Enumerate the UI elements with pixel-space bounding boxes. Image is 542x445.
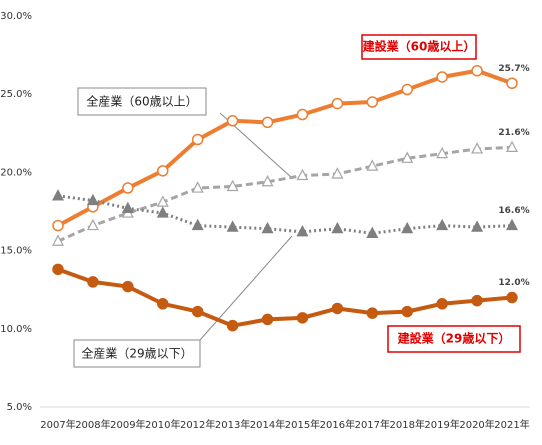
y-tick-label: 10.0% (0, 324, 32, 335)
data-point (296, 168, 309, 181)
data-label: 21.6% (498, 128, 529, 138)
data-point (226, 319, 239, 332)
data-point (121, 201, 134, 213)
data-point (122, 280, 134, 293)
data-point (86, 193, 99, 206)
data-point (436, 71, 448, 83)
data-point (331, 97, 344, 110)
data-point (226, 179, 239, 192)
data-point (52, 189, 64, 201)
data-point (471, 294, 483, 307)
series-line (57, 194, 513, 235)
data-point (52, 219, 64, 232)
data-point (401, 83, 413, 96)
y-tick-label: 20.0% (0, 167, 32, 178)
x-tick-label: 2008年 (75, 418, 110, 431)
data-point (156, 195, 169, 207)
data-point (436, 218, 449, 231)
data-point (506, 77, 518, 90)
data-point (261, 174, 274, 187)
data-point (191, 218, 204, 231)
data-point (436, 298, 448, 310)
data-point (366, 226, 379, 238)
data-point (471, 64, 483, 77)
x-tick-label: 2014年 (250, 418, 285, 431)
data-point (122, 182, 134, 194)
x-tick-label: 2021年 (494, 418, 529, 431)
annotation: 全産業（60歳以上） (86, 94, 197, 109)
data-point (401, 151, 414, 163)
x-tick-label: 2007年 (40, 418, 75, 431)
data-point (506, 218, 518, 231)
data-point (436, 146, 449, 159)
annotation: 建設業（29歳以下） (397, 331, 511, 346)
x-tick-label: 2013年 (215, 418, 250, 431)
x-tick-label: 2015年 (285, 418, 320, 431)
data-point (226, 220, 239, 232)
data-point (331, 221, 344, 234)
data-point (156, 206, 169, 218)
data-point (296, 225, 309, 237)
data-point (471, 142, 484, 154)
data-point (401, 305, 413, 318)
data-label: 12.0% (498, 278, 529, 288)
data-label: 25.7% (498, 64, 529, 74)
data-point (401, 221, 414, 234)
series-line (57, 145, 513, 243)
series-line (57, 68, 513, 228)
series-line (57, 267, 513, 328)
data-point (191, 305, 204, 318)
data-point (86, 218, 99, 231)
x-tick-label: 2010年 (145, 418, 180, 431)
data-point (261, 313, 274, 326)
y-tick-label: 30.0% (0, 11, 32, 22)
data-point (296, 312, 309, 324)
x-tick-label: 2016年 (320, 418, 355, 431)
x-tick-label: 2018年 (390, 418, 425, 431)
data-point (52, 234, 64, 246)
y-tick-label: 25.0% (0, 89, 32, 100)
x-tick-label: 2009年 (110, 418, 145, 431)
x-tick-label: 2020年 (459, 418, 494, 431)
data-point (261, 116, 274, 129)
data-point (366, 96, 379, 108)
data-point (471, 220, 484, 232)
annotation-box (387, 325, 521, 353)
data-point (191, 133, 204, 146)
annotation-box (361, 34, 477, 60)
data-point (261, 221, 274, 234)
annotation: 建設業（60歳以上） (362, 39, 476, 54)
data-point (157, 165, 169, 177)
data-point (506, 140, 518, 152)
data-point (52, 263, 64, 276)
data-point (331, 302, 344, 315)
data-point (296, 108, 309, 121)
annotation-box (73, 339, 201, 368)
x-tick-label: 2019年 (424, 418, 459, 431)
data-point (366, 307, 379, 319)
data-point (366, 159, 379, 171)
data-label: 16.6% (498, 206, 529, 216)
x-tick-label: 2017年 (355, 418, 390, 431)
data-point (226, 115, 239, 127)
annotation-box (77, 87, 207, 116)
data-point (157, 298, 169, 310)
data-point (87, 276, 99, 288)
leader-line (199, 235, 293, 341)
y-tick-label: 5.0% (7, 402, 32, 413)
data-point (191, 181, 204, 193)
annotation: 全産業（29歳以下） (81, 346, 192, 361)
data-point (506, 291, 518, 304)
data-point (331, 167, 344, 179)
y-tick-label: 15.0% (0, 246, 32, 257)
x-tick-label: 2012年 (180, 418, 215, 431)
